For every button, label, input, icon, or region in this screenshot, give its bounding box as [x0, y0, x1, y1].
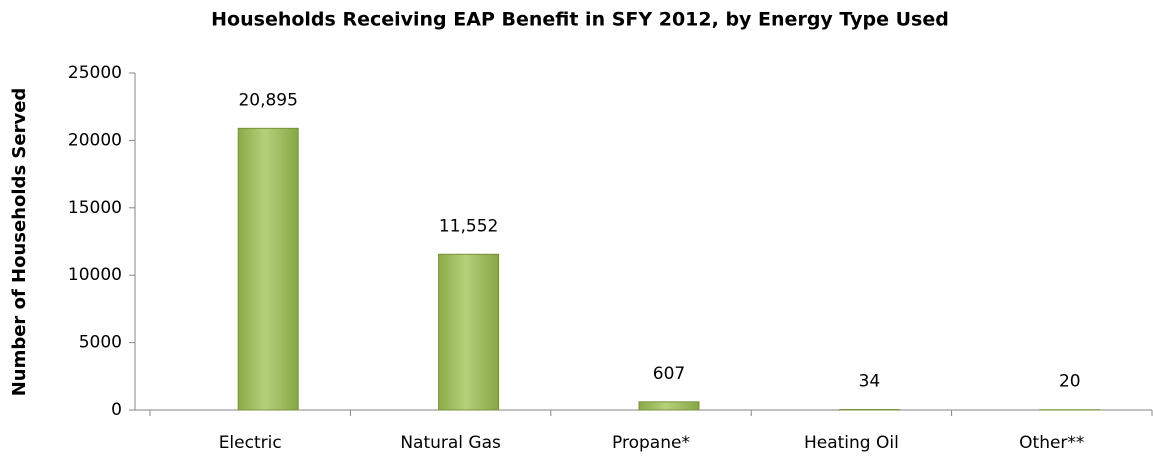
x-tick-label: Other** — [1019, 433, 1084, 453]
bar — [237, 127, 299, 411]
x-tick-label: Electric — [219, 433, 282, 453]
y-tick-label: 10000 — [68, 265, 122, 285]
value-label: 34 — [859, 372, 881, 392]
y-tick-label: 20000 — [68, 130, 122, 150]
bar — [638, 401, 700, 411]
value-label: 20,895 — [238, 90, 297, 110]
y-tick-label: 0 — [111, 400, 122, 420]
x-tick-label: Propane* — [612, 433, 690, 453]
value-label: 11,552 — [439, 216, 498, 236]
value-label: 607 — [653, 364, 685, 384]
x-tick-label: Heating Oil — [804, 433, 899, 453]
y-tick-label: 25000 — [68, 63, 122, 83]
bar — [438, 253, 500, 411]
y-tick-label: 15000 — [68, 198, 122, 218]
chart-title: Households Receiving EAP Benefit in SFY … — [211, 9, 949, 31]
y-tick-label: 5000 — [79, 333, 122, 353]
value-label: 20 — [1059, 372, 1081, 392]
y-axis-label: Number of Households Served — [9, 88, 30, 397]
x-tick-label: Natural Gas — [400, 433, 501, 453]
